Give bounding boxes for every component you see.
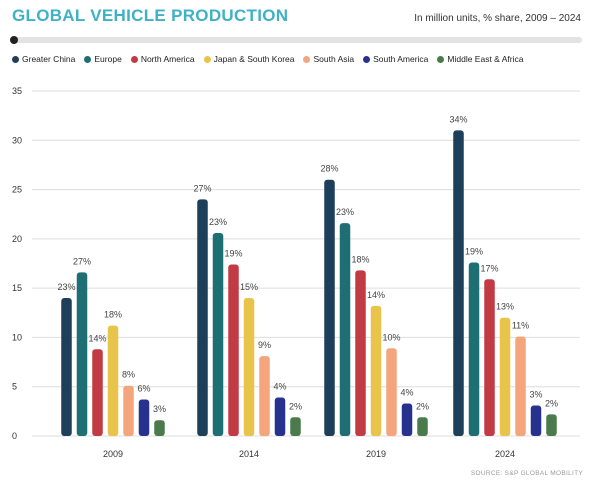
bar <box>530 405 542 436</box>
y-tick-label: 30 <box>12 135 22 145</box>
bar <box>212 232 224 436</box>
data-label: 4% <box>273 382 286 392</box>
bar <box>324 179 335 436</box>
legend-label: South America <box>373 54 429 64</box>
y-tick-label: 25 <box>12 185 22 195</box>
data-label: 17% <box>480 263 498 273</box>
data-label: 9% <box>258 340 271 350</box>
data-label: 3% <box>529 389 542 399</box>
legend-label: Middle East & Africa <box>447 54 524 64</box>
bar <box>386 348 397 436</box>
bar <box>453 130 464 436</box>
bar <box>107 325 119 436</box>
y-tick-label: 5 <box>12 382 17 392</box>
legend-item: South Asia <box>303 54 354 64</box>
bar <box>123 385 134 436</box>
data-label: 6% <box>137 384 150 394</box>
legend-item: Japan & South Korea <box>203 54 295 64</box>
bar <box>274 397 286 436</box>
bar <box>417 417 428 436</box>
legend-swatch <box>203 55 211 63</box>
legend-swatch <box>363 55 371 63</box>
bar <box>243 298 255 436</box>
data-label: 4% <box>400 387 413 397</box>
legend-item: Europe <box>84 54 122 64</box>
data-label: 28% <box>320 164 338 174</box>
legend-swatch <box>130 55 138 63</box>
data-label: 19% <box>465 247 483 257</box>
bar <box>468 262 480 436</box>
bar <box>61 298 72 436</box>
data-label: 11% <box>512 320 529 330</box>
legend-label: Greater China <box>22 54 76 64</box>
legend-item: Greater China <box>12 54 75 64</box>
bar <box>228 264 239 436</box>
y-tick-label: 15 <box>12 283 22 293</box>
x-tick-label: 2009 <box>103 449 123 459</box>
bar <box>499 317 511 436</box>
data-label: 13% <box>496 302 514 312</box>
bar <box>290 417 301 436</box>
x-tick-label: 2024 <box>495 449 515 459</box>
divider-dot <box>10 36 18 44</box>
bar <box>401 403 413 436</box>
data-label: 8% <box>122 370 135 380</box>
bar <box>138 399 150 436</box>
data-label: 19% <box>224 248 242 258</box>
data-label: 2% <box>289 401 302 411</box>
y-tick-label: 20 <box>12 234 22 244</box>
legend-swatch <box>12 55 19 63</box>
bar <box>76 272 88 436</box>
data-label: 2% <box>416 401 429 411</box>
data-label: 3% <box>153 404 166 414</box>
data-label: 27% <box>73 256 91 266</box>
y-tick-label: 10 <box>12 332 22 342</box>
chart-subtitle: In million units, % share, 2009 – 2024 <box>414 13 581 24</box>
data-label: 18% <box>104 310 122 320</box>
source-note: SOURCE: S&P GLOBAL MOBILITY <box>470 470 583 477</box>
bar <box>484 279 495 436</box>
legend-label: Europe <box>94 54 122 64</box>
x-tick-label: 2014 <box>239 449 259 459</box>
legend-item: Middle East & Africa <box>437 54 523 64</box>
data-label: 23% <box>57 282 75 292</box>
data-label: 2% <box>545 398 558 408</box>
data-label: 23% <box>209 217 227 227</box>
data-label: 27% <box>193 183 211 193</box>
bar <box>339 223 351 436</box>
legend-label: Japan & South Korea <box>213 54 295 64</box>
data-label: 23% <box>336 207 354 217</box>
bar <box>515 336 526 436</box>
x-tick-label: 2019 <box>366 449 386 459</box>
bar <box>92 349 103 436</box>
data-label: 14% <box>88 333 106 343</box>
data-label: 15% <box>240 282 258 292</box>
legend-label: North America <box>140 54 195 64</box>
legend-swatch <box>84 55 92 63</box>
chart-title: GLOBAL VEHICLE PRODUCTION <box>12 6 289 25</box>
legend-label: South Asia <box>313 54 355 64</box>
bar <box>355 270 366 436</box>
data-label: 18% <box>351 254 369 264</box>
bar <box>370 305 382 436</box>
bar <box>197 199 208 436</box>
legend-item: South America <box>363 54 428 64</box>
legend-item: North America <box>130 54 195 64</box>
bar <box>546 414 557 436</box>
chart-legend: Greater China Europe North America Japan & … <box>12 54 523 64</box>
data-label: 34% <box>449 114 467 124</box>
y-tick-label: 0 <box>12 431 17 441</box>
title-divider <box>12 37 582 43</box>
data-label: 10% <box>382 332 400 342</box>
y-tick-label: 35 <box>12 86 22 96</box>
bar <box>154 420 165 436</box>
bar <box>259 356 270 436</box>
data-label: 14% <box>367 290 385 300</box>
legend-swatch <box>437 55 445 63</box>
legend-swatch <box>303 55 311 63</box>
